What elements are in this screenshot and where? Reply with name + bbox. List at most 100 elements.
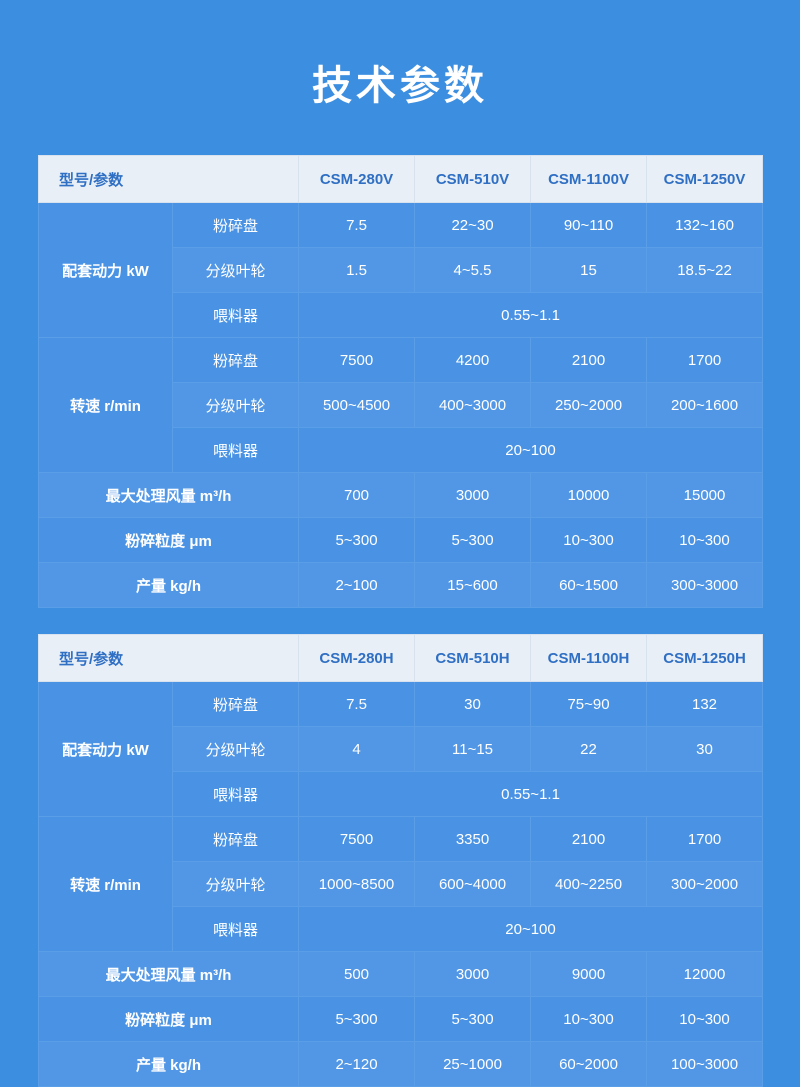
cell: 12000 [646, 951, 764, 997]
cell: 5~300 [414, 996, 532, 1042]
table-row: 喂料器 0.55~1.1 [39, 771, 764, 817]
page-title: 技术参数 [312, 64, 488, 108]
cell: 11~15 [414, 726, 532, 772]
table-row: 转速 r/min 粉碎盘 7500 3350 2100 1700 [38, 816, 764, 952]
sub-label: 分级叶轮 [171, 726, 300, 772]
cell: 10~300 [530, 517, 648, 563]
group-label-speed: 转速 r/min [38, 337, 173, 473]
cell: 30 [414, 681, 532, 727]
table-row: 粉碎粒度 μm 5~300 5~300 10~300 10~300 [37, 517, 764, 563]
cell: 60~1500 [530, 562, 648, 608]
cell: 10000 [530, 472, 648, 518]
table-row: 配套动力 kW 粉碎盘 7.5 22~30 90~110 132~160 [38, 202, 764, 338]
cell: 200~1600 [646, 382, 764, 428]
cell: 7.5 [298, 202, 416, 248]
cell: 4 [298, 726, 416, 772]
table-row: 喂料器 20~100 [39, 906, 764, 952]
cell: 4~5.5 [414, 247, 532, 293]
sub-label: 喂料器 [171, 771, 300, 817]
cell: 90~110 [530, 202, 648, 248]
cell: 500~4500 [298, 382, 416, 428]
merged-cell: 0.55~1.1 [298, 292, 764, 338]
cell: 25~1000 [414, 1041, 532, 1087]
cell: 400~3000 [414, 382, 532, 428]
header-label: 型号/参数 [37, 634, 300, 682]
table-row: 粉碎粒度 μm 5~300 5~300 10~300 10~300 [37, 996, 764, 1042]
sub-label: 粉碎盘 [171, 816, 300, 862]
header-row: 型号/参数 CSM-280H CSM-510H CSM-1100H CSM-12… [37, 634, 764, 682]
cell: 700 [298, 472, 416, 518]
table-body-v: 配套动力 kW 粉碎盘 7.5 22~30 90~110 132~160 分级叶… [37, 202, 764, 608]
cell: 4200 [414, 337, 532, 383]
cell: 3000 [414, 472, 532, 518]
table-row: 产量 kg/h 2~120 25~1000 60~2000 100~3000 [37, 1041, 764, 1087]
row-label: 产量 kg/h [37, 562, 300, 608]
cell: 132~160 [646, 202, 764, 248]
cell: 10~300 [646, 517, 764, 563]
row-label: 最大处理风量 m³/h [37, 951, 300, 997]
header-row: 型号/参数 CSM-280V CSM-510V CSM-1100V CSM-12… [37, 155, 764, 203]
header-model-1: CSM-510V [414, 155, 532, 203]
cell: 7.5 [298, 681, 416, 727]
spec-table-h: 型号/参数 CSM-280H CSM-510H CSM-1100H CSM-12… [37, 634, 764, 1087]
cell: 100~3000 [646, 1041, 764, 1087]
header-model-2: CSM-1100V [530, 155, 648, 203]
cell: 2100 [530, 816, 648, 862]
sub-label: 粉碎盘 [171, 202, 300, 248]
cell: 15 [530, 247, 648, 293]
table-row: 分级叶轮 1000~8500 600~4000 400~2250 300~200… [39, 861, 764, 907]
sub-label: 分级叶轮 [171, 247, 300, 293]
cell: 7500 [298, 337, 416, 383]
cell: 75~90 [530, 681, 648, 727]
table-row: 喂料器 0.55~1.1 [39, 292, 764, 338]
table-row: 分级叶轮 1.5 4~5.5 15 18.5~22 [39, 247, 764, 293]
header-model-1: CSM-510H [414, 634, 532, 682]
sub-label: 喂料器 [171, 427, 300, 473]
cell: 3350 [414, 816, 532, 862]
cell: 18.5~22 [646, 247, 764, 293]
cell: 500 [298, 951, 416, 997]
table-row: 分级叶轮 4 11~15 22 30 [39, 726, 764, 772]
cell: 300~2000 [646, 861, 764, 907]
header-model-3: CSM-1250H [646, 634, 764, 682]
sub-label: 喂料器 [171, 292, 300, 338]
cell: 2100 [530, 337, 648, 383]
cell: 1000~8500 [298, 861, 416, 907]
cell: 2~120 [298, 1041, 416, 1087]
row-label: 粉碎粒度 μm [37, 517, 300, 563]
table-header-h: 型号/参数 CSM-280H CSM-510H CSM-1100H CSM-12… [37, 634, 764, 682]
cell: 22~30 [414, 202, 532, 248]
cell: 1700 [646, 816, 764, 862]
sub-label: 喂料器 [171, 906, 300, 952]
table-row: 配套动力 kW 粉碎盘 7.5 30 75~90 132 [38, 681, 764, 817]
sub-label: 分级叶轮 [171, 861, 300, 907]
cell: 132 [646, 681, 764, 727]
header-model-0: CSM-280V [298, 155, 416, 203]
cell: 1700 [646, 337, 764, 383]
table-body-h: 配套动力 kW 粉碎盘 7.5 30 75~90 132 分级叶轮 4 11~1… [37, 681, 764, 1087]
cell: 600~4000 [414, 861, 532, 907]
cell: 400~2250 [530, 861, 648, 907]
table-row: 转速 r/min 粉碎盘 7500 4200 2100 1700 [38, 337, 764, 473]
table-row: 最大处理风量 m³/h 500 3000 9000 12000 [37, 951, 764, 997]
cell: 9000 [530, 951, 648, 997]
row-label: 最大处理风量 m³/h [37, 472, 300, 518]
sub-label: 分级叶轮 [171, 382, 300, 428]
cell: 10~300 [530, 996, 648, 1042]
table-header-v: 型号/参数 CSM-280V CSM-510V CSM-1100V CSM-12… [37, 155, 764, 203]
header-model-0: CSM-280H [298, 634, 416, 682]
table-row: 最大处理风量 m³/h 700 3000 10000 15000 [37, 472, 764, 518]
header-label: 型号/参数 [37, 155, 300, 203]
merged-cell: 20~100 [298, 906, 764, 952]
cell: 22 [530, 726, 648, 772]
table-row: 产量 kg/h 2~100 15~600 60~1500 300~3000 [37, 562, 764, 608]
cell: 15000 [646, 472, 764, 518]
cell: 300~3000 [646, 562, 764, 608]
cell: 10~300 [646, 996, 764, 1042]
cell: 7500 [298, 816, 416, 862]
cell: 5~300 [298, 517, 416, 563]
group-label-speed: 转速 r/min [38, 816, 173, 952]
table-row: 喂料器 20~100 [39, 427, 764, 473]
sub-label: 粉碎盘 [171, 337, 300, 383]
